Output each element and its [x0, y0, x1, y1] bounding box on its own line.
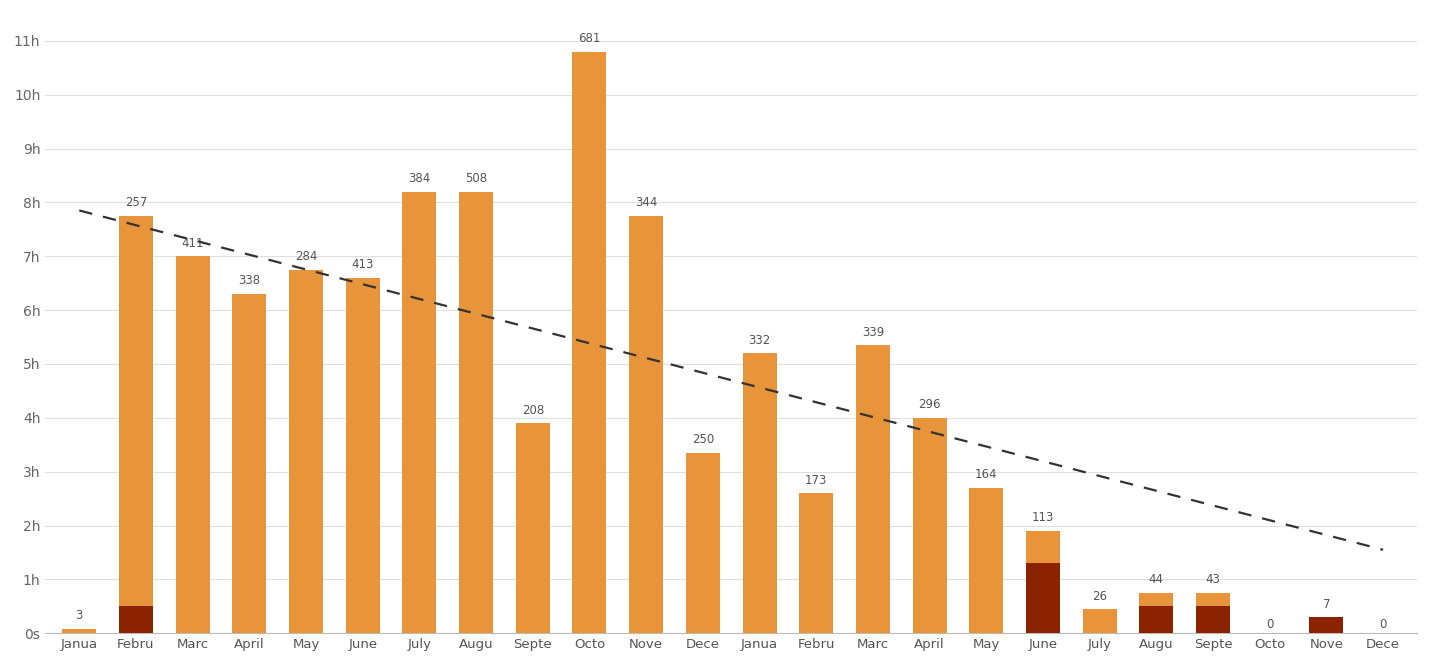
Bar: [346, 278, 379, 633]
Bar: [459, 192, 494, 633]
Text: 681: 681: [578, 32, 601, 45]
Text: 411: 411: [182, 237, 203, 250]
Text: 173: 173: [806, 473, 827, 487]
Bar: [630, 216, 663, 633]
Bar: [798, 493, 833, 633]
Bar: [63, 629, 96, 633]
Text: 339: 339: [861, 326, 884, 338]
Bar: [119, 606, 153, 633]
Text: 164: 164: [975, 468, 997, 481]
Bar: [1139, 606, 1173, 633]
Text: 26: 26: [1092, 590, 1108, 602]
Bar: [232, 294, 266, 633]
Bar: [1026, 563, 1060, 633]
Text: 113: 113: [1032, 511, 1055, 525]
Text: 7: 7: [1322, 598, 1331, 610]
Bar: [402, 192, 436, 633]
Text: 208: 208: [522, 404, 544, 417]
Bar: [1309, 617, 1344, 633]
Text: 344: 344: [635, 196, 657, 209]
Text: 284: 284: [295, 250, 318, 263]
Bar: [743, 353, 777, 633]
Bar: [289, 270, 323, 633]
Text: 338: 338: [239, 275, 260, 287]
Bar: [1139, 593, 1173, 606]
Text: 3: 3: [76, 610, 83, 622]
Text: 0: 0: [1266, 618, 1274, 631]
Bar: [176, 256, 210, 633]
Bar: [119, 216, 153, 606]
Text: 43: 43: [1205, 573, 1221, 587]
Bar: [913, 418, 946, 633]
Text: 508: 508: [465, 172, 487, 185]
Text: 332: 332: [748, 334, 771, 346]
Text: 257: 257: [124, 196, 147, 209]
Bar: [685, 453, 720, 633]
Bar: [572, 52, 607, 633]
Text: 250: 250: [691, 434, 714, 446]
Bar: [1196, 593, 1231, 606]
Bar: [969, 488, 1003, 633]
Bar: [1196, 606, 1231, 633]
Text: 413: 413: [352, 258, 373, 271]
Bar: [1026, 531, 1060, 563]
Text: 0: 0: [1379, 618, 1387, 631]
Bar: [1083, 609, 1116, 633]
Text: 44: 44: [1149, 573, 1163, 587]
Text: 384: 384: [408, 172, 431, 185]
Bar: [515, 423, 550, 633]
Bar: [856, 345, 890, 633]
Text: 296: 296: [919, 398, 940, 412]
